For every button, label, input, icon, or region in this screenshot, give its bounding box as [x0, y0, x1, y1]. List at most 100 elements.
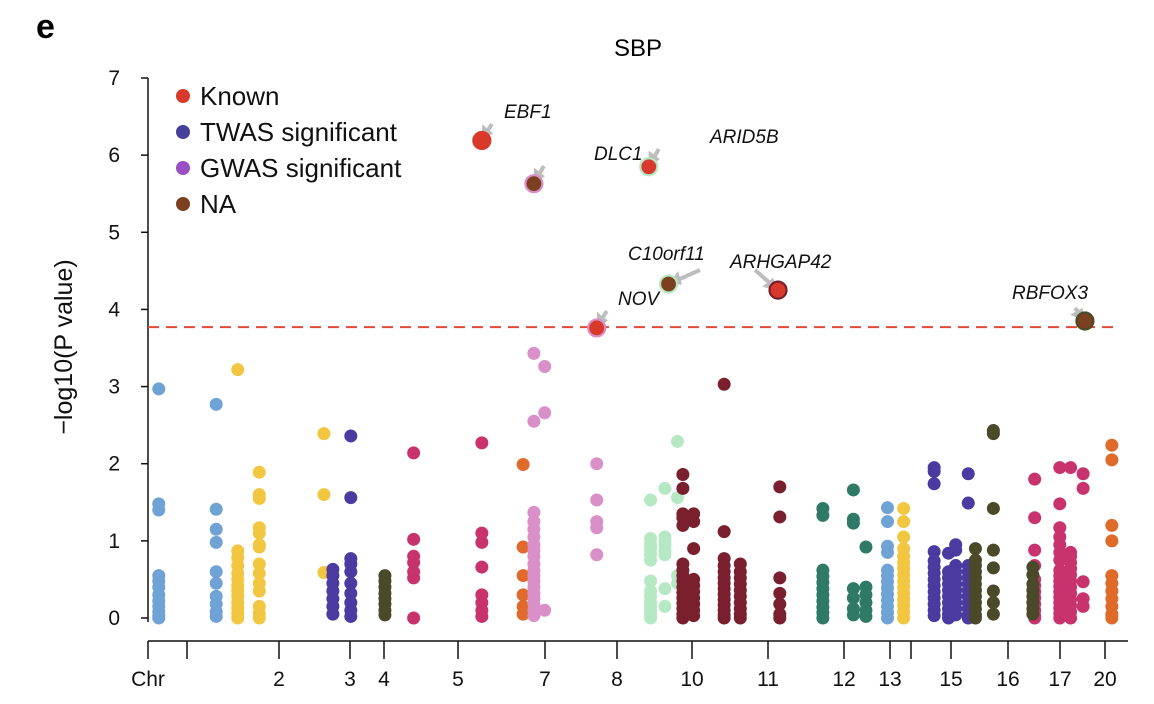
data-point	[859, 540, 873, 554]
data-point	[897, 501, 911, 515]
data-point	[949, 543, 963, 557]
chart-title: SBP	[614, 35, 662, 62]
data-point	[986, 427, 1000, 441]
annotated-point	[524, 174, 544, 194]
data-point	[1105, 518, 1119, 532]
legend: Known TWAS significant GWAS significant NA	[176, 81, 402, 219]
data-point	[538, 360, 552, 374]
data-point	[378, 608, 392, 622]
data-point	[407, 532, 421, 546]
data-point	[927, 545, 941, 559]
data-point	[927, 477, 941, 491]
data-point	[986, 543, 1000, 557]
data-point	[717, 611, 731, 625]
data-point	[231, 611, 245, 625]
data-point	[880, 611, 894, 625]
annotated-point	[639, 157, 659, 177]
data-point	[344, 586, 358, 600]
data-point	[152, 611, 166, 625]
data-point	[527, 609, 541, 623]
x-tick-label: 12	[832, 668, 855, 691]
data-point	[676, 468, 690, 482]
data-point	[687, 542, 701, 556]
data-point	[252, 526, 266, 540]
data-point	[816, 508, 830, 522]
y-tick-label: 6	[108, 144, 120, 167]
data-point	[1076, 467, 1090, 481]
data-point	[407, 555, 421, 569]
data-point	[1028, 472, 1042, 486]
data-point	[1105, 453, 1119, 467]
data-point	[516, 540, 530, 554]
y-tick-label: 3	[108, 376, 120, 399]
data-point	[344, 429, 358, 443]
data-point	[527, 346, 541, 360]
data-point	[897, 515, 911, 529]
data-point	[407, 446, 421, 460]
data-point	[209, 502, 223, 516]
data-point	[1053, 553, 1067, 567]
data-point	[516, 588, 530, 602]
data-point	[846, 483, 860, 497]
data-point	[846, 608, 860, 622]
data-point	[252, 584, 266, 598]
data-point	[152, 382, 166, 396]
data-point	[961, 496, 975, 510]
data-point	[773, 510, 787, 524]
x-tick-label: 2	[273, 668, 285, 691]
data-point	[658, 481, 672, 495]
data-point	[773, 571, 787, 585]
legend-label: NA	[200, 189, 237, 219]
y-tick-label: 1	[108, 530, 120, 553]
x-tick-label: 3	[344, 668, 356, 691]
data-point	[527, 505, 541, 519]
data-point	[670, 434, 684, 448]
data-point	[717, 377, 731, 391]
data-point	[1053, 521, 1067, 535]
data-point	[252, 566, 266, 580]
data-point	[880, 545, 894, 559]
data-point	[1076, 481, 1090, 495]
data-point	[516, 569, 530, 583]
data-point	[846, 516, 860, 530]
data-point	[1053, 497, 1067, 511]
data-point	[1076, 599, 1090, 613]
data-point	[317, 427, 331, 441]
data-point	[687, 515, 701, 529]
data-point	[859, 609, 873, 623]
data-point	[317, 488, 331, 502]
data-point	[1105, 611, 1119, 625]
data-point	[590, 493, 604, 507]
data-point	[961, 467, 975, 481]
data-point	[733, 611, 747, 625]
x-tick-label: Chr	[131, 668, 165, 691]
data-point	[927, 609, 941, 623]
y-tick-label: 0	[108, 607, 120, 630]
gene-label: RBFOX3	[1012, 283, 1088, 304]
data-point	[773, 586, 787, 600]
x-tick-label: 11	[757, 668, 779, 691]
data-point	[475, 436, 489, 450]
data-point	[1028, 543, 1042, 557]
data-point	[687, 609, 701, 623]
data-point	[880, 515, 894, 529]
data-point	[516, 607, 530, 621]
data-point	[538, 603, 552, 617]
data-point	[986, 607, 1000, 621]
gene-label: NOV	[618, 289, 662, 310]
data-point	[407, 571, 421, 585]
data-point	[773, 480, 787, 494]
x-tick-label: 8	[611, 668, 623, 691]
legend-marker	[176, 161, 190, 175]
data-point	[968, 611, 982, 625]
annotated-point	[768, 280, 788, 300]
data-point	[1053, 611, 1067, 625]
data-point	[986, 596, 1000, 610]
data-point	[326, 607, 340, 621]
data-point	[475, 560, 489, 574]
annotated-point	[1075, 311, 1095, 331]
data-point	[880, 501, 894, 515]
data-point	[1105, 438, 1119, 452]
